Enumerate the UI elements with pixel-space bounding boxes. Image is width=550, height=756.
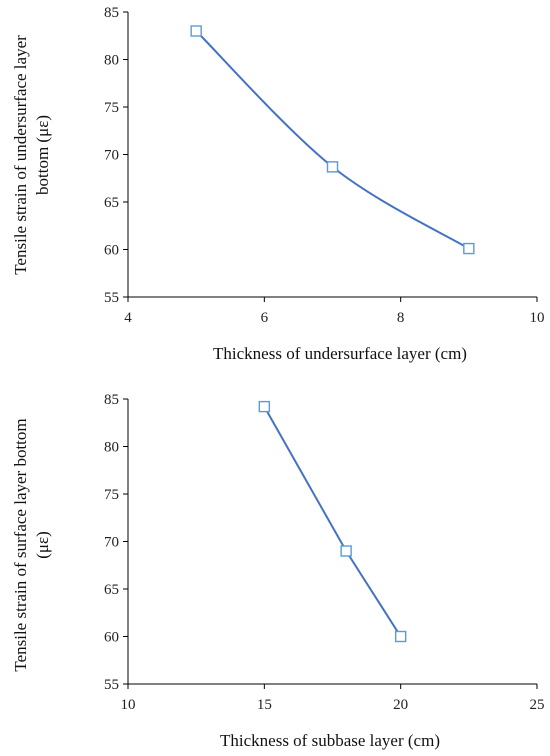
x-tick-label: 10 [121, 697, 136, 713]
y-tick-label: 70 [104, 535, 119, 551]
y-axis-label-line-1: Tensile strain of surface layer bottom [11, 418, 30, 671]
data-point [340, 545, 352, 557]
data-point [258, 400, 271, 413]
data-point [326, 161, 339, 173]
chart-undersurface: 55 60 65 70 75 80 85 4 6 8 10 Thickness of unders… [11, 5, 545, 363]
y-axis-label: Tensile strain of undersurface layer bot… [11, 35, 52, 275]
y-tick-label: 55 [104, 677, 119, 693]
y-axis-label-line-2: bottom (με) [33, 115, 52, 195]
data-point [190, 25, 202, 37]
y-tick-label: 60 [104, 243, 119, 259]
x-tick-group: 10 15 20 25 [121, 684, 545, 713]
y-tick-label: 85 [104, 5, 119, 21]
x-axis-label: Thickness of undersurface layer (cm) [213, 344, 467, 363]
data-point [463, 242, 475, 255]
series-line [195, 30, 470, 250]
y-tick-label: 75 [104, 100, 119, 116]
x-tick-label: 8 [397, 310, 405, 326]
y-axis-label-line-2: (με) [33, 531, 52, 559]
x-axis-label: Thickness of subbase layer (cm) [220, 731, 440, 750]
y-tick-group: 55 60 65 70 75 80 85 [104, 5, 128, 306]
y-tick-label: 80 [104, 440, 119, 456]
y-tick-label: 55 [104, 290, 119, 306]
x-tick-label: 4 [124, 310, 132, 326]
x-tick-label: 25 [530, 697, 545, 713]
y-tick-label: 75 [104, 487, 119, 503]
x-tick-group: 4 6 8 10 [124, 297, 545, 326]
series-line [263, 406, 402, 638]
x-tick-label: 20 [393, 697, 408, 713]
y-axis-label: Tensile strain of surface layer bottom (… [11, 418, 52, 671]
x-tick-label: 6 [261, 310, 269, 326]
x-tick-label: 15 [257, 697, 272, 713]
data-point [394, 630, 407, 643]
plot-area [190, 25, 475, 255]
y-tick-label: 70 [104, 148, 119, 164]
y-axis-label-line-1: Tensile strain of undersurface layer [11, 35, 30, 275]
y-tick-label: 60 [104, 630, 119, 646]
plot-area [258, 400, 407, 643]
x-tick-label: 10 [530, 310, 545, 326]
chart-subbase: 55 60 65 70 75 80 85 10 15 20 25 Thickness of sub… [11, 392, 545, 750]
y-tick-group: 55 60 65 70 75 80 85 [104, 392, 128, 693]
y-tick-label: 65 [104, 582, 119, 598]
y-tick-label: 85 [104, 392, 119, 408]
y-tick-label: 80 [104, 53, 119, 69]
y-tick-label: 65 [104, 195, 119, 211]
